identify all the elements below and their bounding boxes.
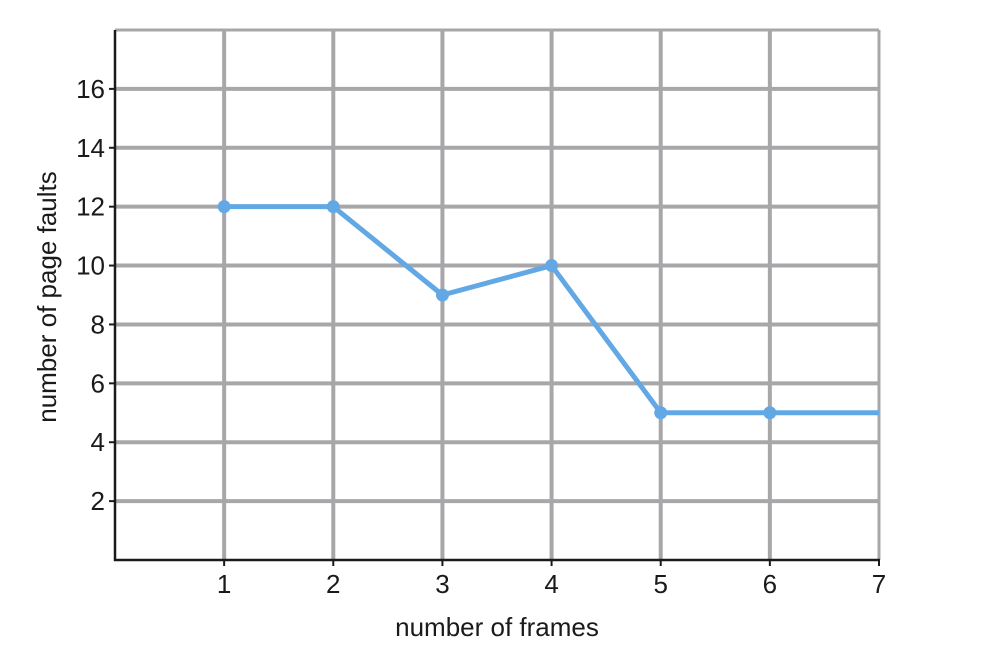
x-tick-label: 2 (326, 569, 340, 599)
y-tick-label: 14 (76, 133, 105, 163)
x-axis-title: number of frames (395, 612, 599, 642)
data-point (763, 406, 777, 420)
y-tick-label: 12 (76, 192, 105, 222)
data-point (545, 259, 559, 273)
y-tick-label: 10 (76, 251, 105, 281)
y-tick-labels: 2 4 6 8 10 12 14 16 (76, 74, 105, 516)
series-layer (217, 200, 879, 420)
axes (109, 28, 881, 566)
data-point (435, 288, 449, 302)
y-axis-title: number of page faults (32, 171, 62, 423)
y-tick-label: 6 (91, 368, 105, 398)
y-tick-label: 8 (91, 309, 105, 339)
grid (115, 30, 879, 560)
x-tick-label: 6 (763, 569, 777, 599)
x-tick-label: 3 (435, 569, 449, 599)
y-tick-label: 2 (91, 486, 105, 516)
x-tick-label: 5 (653, 569, 667, 599)
x-tick-label: 1 (217, 569, 231, 599)
y-tick-label: 4 (91, 427, 105, 457)
data-point (217, 200, 231, 214)
data-point (654, 406, 668, 420)
x-tick-labels: 1 2 3 4 5 6 7 (217, 569, 886, 599)
x-tick-label: 4 (544, 569, 558, 599)
x-tick-label: 7 (872, 569, 886, 599)
data-point (326, 200, 340, 214)
y-tick-label: 16 (76, 74, 105, 104)
